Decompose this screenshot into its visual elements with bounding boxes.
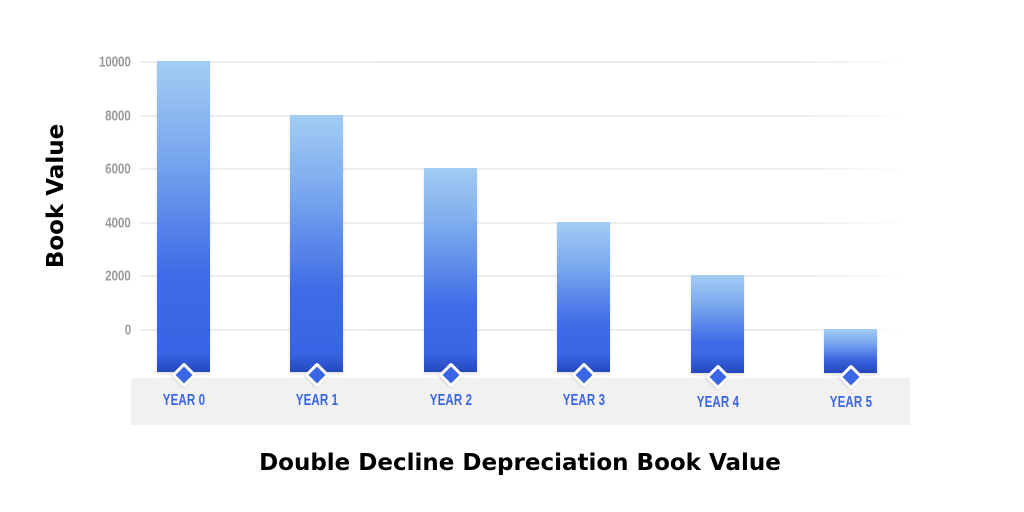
gridline-0 [140,329,910,331]
bar-year-2 [424,168,477,372]
bar-year-0 [157,61,210,372]
gridline-2000 [140,275,910,277]
x-category-label: YEAR 1 [295,392,339,409]
chart-title: Double Decline Depreciation Book Value [259,450,781,476]
y-tick-label: 6000 [105,160,132,178]
y-tick-label: 4000 [105,214,132,232]
gridline-6000 [140,168,910,170]
gridline-10000 [140,61,910,63]
y-axis-label: Book Value [43,123,69,269]
gridline-4000 [140,222,910,224]
gridline-8000 [140,115,910,117]
bar-year-4 [691,275,744,373]
y-tick-label: 8000 [105,107,132,125]
bar-year-1 [290,115,343,372]
x-axis-band [131,378,910,425]
y-tick-label: 2000 [105,267,132,285]
x-category-label: YEAR 0 [162,392,206,409]
y-tick-label: 0 [124,321,132,339]
x-category-label: YEAR 4 [696,394,740,411]
x-category-label: YEAR 5 [829,394,873,411]
x-category-label: YEAR 3 [562,392,606,409]
x-category-label: YEAR 2 [429,392,473,409]
bar-year-3 [557,222,610,372]
y-tick-label: 10000 [99,53,131,71]
